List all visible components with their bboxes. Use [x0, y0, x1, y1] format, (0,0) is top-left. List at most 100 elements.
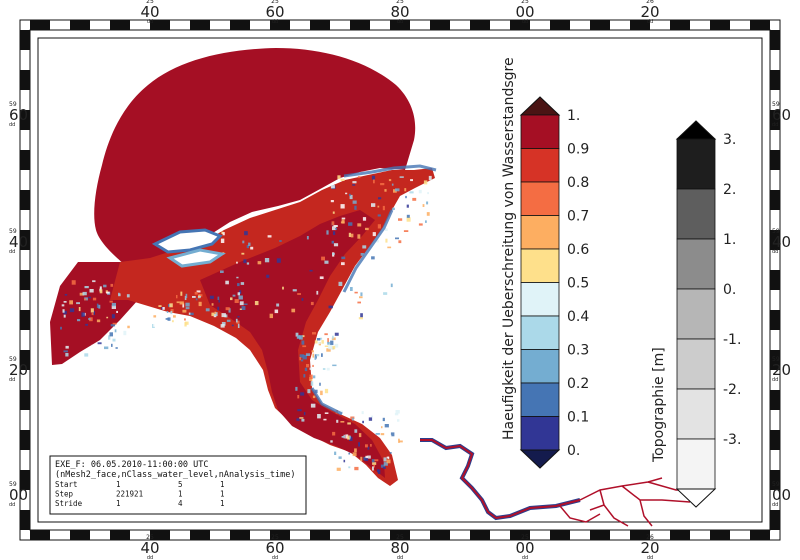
- tidal-channel-speckles: [60, 164, 437, 474]
- probability-tick-label: 0.1: [567, 410, 589, 426]
- info-row-label: Step: [55, 490, 74, 499]
- svg-text:40: 40: [772, 233, 791, 251]
- svg-text:59: 59: [9, 481, 17, 488]
- info-row-v2: 1: [178, 490, 183, 499]
- svg-text:00: 00: [515, 539, 534, 557]
- topography-tick-label: -1.: [723, 332, 741, 348]
- probability-under-triangle: [519, 449, 561, 469]
- svg-text:59: 59: [772, 481, 780, 488]
- topography-tick-label: -3.: [723, 432, 741, 448]
- svg-text:25: 25: [146, 0, 154, 5]
- svg-text:25: 25: [271, 534, 279, 541]
- info-row-v3: 1: [220, 480, 225, 489]
- info-row-v2: 5: [178, 480, 183, 489]
- info-row-label: Stride: [55, 499, 83, 508]
- topography-under-triangle: [675, 488, 717, 508]
- svg-text:dd: dd: [9, 377, 15, 383]
- svg-text:60: 60: [265, 539, 284, 557]
- svg-text:dd: dd: [147, 555, 153, 560]
- topography-tick-label: 3.: [723, 132, 736, 148]
- probability-swatch: [520, 315, 560, 350]
- svg-text:60: 60: [265, 3, 284, 21]
- probability-colorbar: 1. 0.9 0.8 0.7 0.6 0.5 0.4 0.3 0.2 0.1 0.: [519, 96, 589, 469]
- svg-text:dd: dd: [772, 122, 778, 128]
- probability-swatch: [520, 248, 560, 283]
- probability-colorbar-title: Haeufigkeit der Ueberschreitung von Wass…: [501, 57, 517, 440]
- svg-text:dd: dd: [772, 249, 778, 255]
- svg-text:59: 59: [772, 228, 780, 235]
- info-row-v1: 1: [116, 499, 121, 508]
- map-frame: 2540dd2560dd2580dd2500dd2620dd2540dd2560…: [9, 0, 791, 560]
- svg-text:25: 25: [396, 0, 404, 5]
- svg-text:59: 59: [9, 356, 17, 363]
- svg-text:dd: dd: [272, 19, 278, 25]
- info-row: Stride 1 4 1: [55, 499, 225, 508]
- probability-swatch: [520, 282, 560, 317]
- svg-text:60: 60: [9, 106, 28, 124]
- info-line-dims: (nMesh2_face,nClass_water_level,nAnalysi…: [55, 470, 296, 480]
- info-row-v2: 4: [178, 499, 183, 508]
- probability-tick-label: 0.4: [567, 309, 589, 325]
- info-box: EXE_F: 06.05.2010-11:00:00 UTC (nMesh2_f…: [49, 455, 307, 515]
- svg-text:26: 26: [646, 534, 654, 541]
- svg-text:59: 59: [9, 228, 17, 235]
- info-row: Start 1 5 1: [55, 480, 225, 489]
- svg-text:80: 80: [390, 539, 409, 557]
- svg-text:25: 25: [521, 534, 529, 541]
- svg-text:dd: dd: [647, 19, 653, 25]
- topography-swatch: [676, 388, 716, 440]
- probability-tick-label: 0.6: [567, 242, 589, 258]
- svg-text:25: 25: [146, 534, 154, 541]
- topography-swatch: [676, 138, 716, 190]
- svg-text:59: 59: [772, 356, 780, 363]
- svg-text:dd: dd: [647, 555, 653, 560]
- svg-text:00: 00: [772, 486, 791, 504]
- svg-text:20: 20: [772, 361, 791, 379]
- topography-tick-label: -2.: [723, 382, 741, 398]
- svg-text:dd: dd: [772, 377, 778, 383]
- topography-tick-label: 0.: [723, 282, 736, 298]
- probability-tick-label: 0.5: [567, 276, 589, 292]
- river-upstream-core: [420, 439, 581, 520]
- svg-text:25: 25: [396, 534, 404, 541]
- probability-tick-label: 0.2: [567, 376, 589, 392]
- svg-text:dd: dd: [397, 19, 403, 25]
- probability-tick-label: 1.: [567, 108, 580, 124]
- svg-text:20: 20: [9, 361, 28, 379]
- topography-over-triangle: [675, 120, 717, 140]
- svg-text:20: 20: [640, 539, 659, 557]
- svg-text:26: 26: [646, 0, 654, 5]
- svg-text:dd: dd: [772, 502, 778, 508]
- svg-text:40: 40: [9, 233, 28, 251]
- svg-text:40: 40: [140, 539, 159, 557]
- probability-tick-label: 0.8: [567, 175, 589, 191]
- topography-colorbar-title: Topographie [m]: [651, 347, 667, 463]
- probability-swatch: [520, 114, 560, 149]
- svg-text:dd: dd: [147, 19, 153, 25]
- svg-text:59: 59: [9, 101, 17, 108]
- svg-text:00: 00: [9, 486, 28, 504]
- svg-text:60: 60: [772, 106, 791, 124]
- probability-swatch: [520, 181, 560, 216]
- probability-swatch: [520, 349, 560, 384]
- svg-text:00: 00: [515, 3, 534, 21]
- probability-over-triangle: [519, 96, 561, 116]
- svg-text:80: 80: [390, 3, 409, 21]
- topography-tick-label: 2.: [723, 182, 736, 198]
- topography-colorbar: 3. 2. 1. 0. -1. -2. -3.: [675, 120, 741, 508]
- probability-tick-label: 0.: [567, 443, 580, 459]
- info-row-v1: 221921: [116, 490, 143, 499]
